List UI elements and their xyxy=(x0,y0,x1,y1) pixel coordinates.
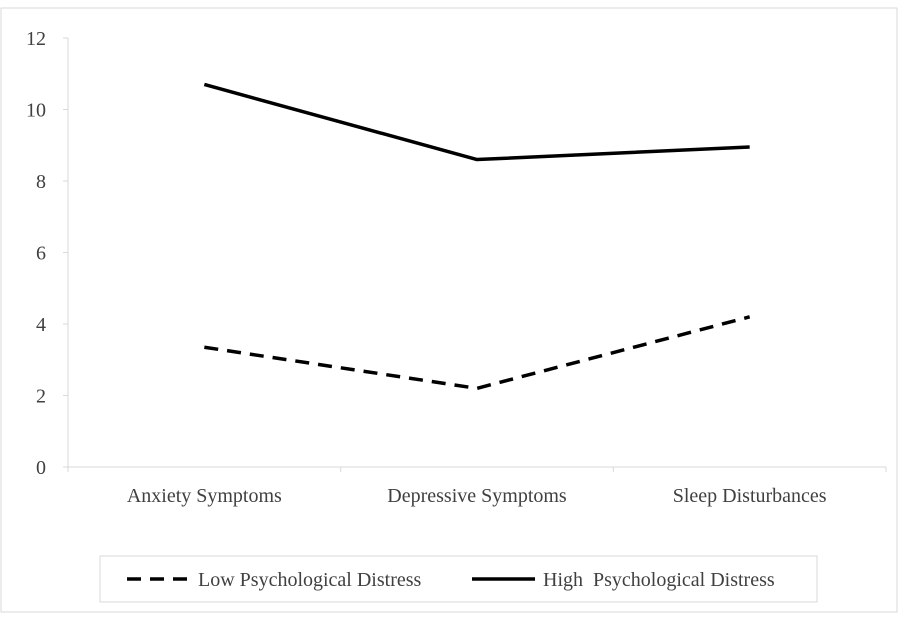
y-tick-label: 12 xyxy=(26,28,46,50)
y-tick-label: 4 xyxy=(36,314,46,336)
y-tick-label: 2 xyxy=(36,386,46,408)
legend-label-high-distress: High Psychological Distress xyxy=(543,569,775,591)
x-tick-label: Anxiety Symptoms xyxy=(127,485,282,507)
legend: Low Psychological Distress High Psycholo… xyxy=(100,556,817,602)
legend-label-low-distress: Low Psychological Distress xyxy=(198,569,422,591)
x-tick-label: Sleep Disturbances xyxy=(673,485,827,507)
y-tick-label: 6 xyxy=(36,243,46,265)
x-tick-label: Depressive Symptoms xyxy=(387,485,567,507)
y-tick-label: 8 xyxy=(36,171,46,193)
y-tick-label: 10 xyxy=(26,100,46,122)
chart-border xyxy=(1,8,897,612)
y-tick-label: 0 xyxy=(36,457,46,479)
